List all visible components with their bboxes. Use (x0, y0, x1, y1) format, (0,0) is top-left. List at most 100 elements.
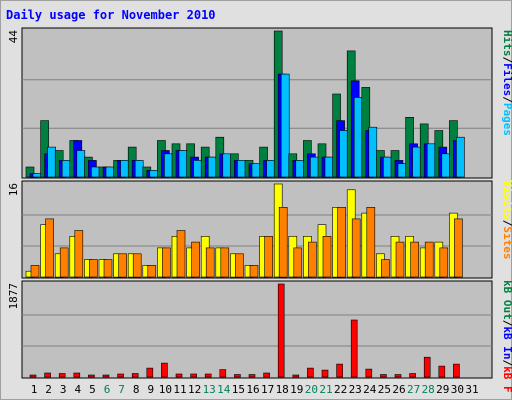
day-label-31: 31 (465, 383, 478, 396)
bar-kbf-day-11 (175, 373, 183, 378)
day-label-27: 27 (407, 383, 420, 396)
day-label-2: 2 (45, 383, 52, 396)
day-label-26: 26 (392, 383, 405, 396)
bar-sites-day-15 (235, 253, 244, 278)
bar-sites-day-7 (118, 253, 127, 278)
bar-pages-day-30 (456, 136, 465, 178)
bar-pages-day-11 (178, 150, 188, 178)
bar-kbf-day-3 (58, 373, 66, 378)
bar-kbf-day-5 (88, 374, 95, 378)
bar-pages-day-25 (383, 156, 392, 178)
bar-pages-day-9 (149, 170, 159, 178)
bar-pages-day-23 (353, 97, 363, 178)
legend-bottom-item-3: / (501, 360, 512, 367)
day-label-13: 13 (203, 383, 216, 396)
legend-top-item-2: Files (501, 63, 512, 96)
chart-title: Daily usage for November 2010 (6, 8, 216, 22)
bar-sites-day-8 (132, 253, 142, 278)
bar-pages-day-13 (207, 156, 217, 178)
day-label-21: 21 (319, 383, 332, 396)
bar-sites-day-5 (89, 259, 98, 278)
bar-pages-day-7 (120, 160, 129, 178)
bar-sites-day-29 (439, 247, 449, 278)
bar-sites-day-16 (249, 265, 259, 278)
day-label-8: 8 (133, 383, 140, 396)
bar-pages-day-22 (339, 130, 348, 178)
bar-pages-day-24 (368, 126, 378, 178)
day-label-22: 22 (334, 383, 347, 396)
bar-pages-day-8 (134, 160, 144, 178)
legend-bottom-item-1: / (501, 320, 512, 327)
bar-pages-day-16 (251, 163, 261, 178)
day-label-1: 1 (31, 383, 38, 396)
day-label-23: 23 (349, 383, 362, 396)
bar-kbf-day-7 (117, 373, 124, 378)
bar-sites-day-13 (205, 247, 215, 278)
bar-sites-day-11 (176, 230, 186, 278)
bar-sites-day-12 (191, 241, 200, 278)
bar-pages-day-19 (295, 160, 305, 178)
bar-sites-day-17 (264, 236, 273, 278)
bar-sites-day-9 (147, 265, 157, 278)
day-label-12: 12 (188, 383, 201, 396)
bar-sites-day-26 (395, 241, 405, 278)
day-label-17: 17 (261, 383, 274, 396)
legend-top-item-4: Pages (501, 103, 512, 136)
bar-kbf-day-24 (365, 368, 373, 378)
day-label-14: 14 (217, 383, 231, 396)
day-label-3: 3 (60, 383, 67, 396)
bar-kbf-day-19 (292, 374, 300, 378)
bar-kbf-day-4 (73, 372, 81, 378)
bar-kbf-day-17 (263, 372, 270, 378)
bar-kbf-day-1 (29, 374, 37, 378)
legend-middle-item-0: Visits (501, 180, 512, 220)
bar-kbf-day-26 (394, 374, 402, 378)
bar-pages-day-26 (397, 163, 407, 178)
day-label-9: 9 (147, 383, 154, 396)
bar-pages-day-14 (222, 153, 232, 178)
bar-pages-day-2 (47, 146, 56, 178)
day-label-5: 5 (89, 383, 96, 396)
bar-kbf-day-13 (204, 373, 212, 378)
plot-area-bottom (21, 280, 493, 379)
bar-kbf-day-6 (102, 374, 110, 378)
bar-kbf-day-29 (438, 365, 446, 378)
bar-kbf-day-25 (380, 374, 387, 378)
day-label-19: 19 (290, 383, 303, 396)
bar-kbf-day-23 (350, 319, 358, 378)
bar-sites-day-18 (278, 207, 288, 278)
bar-pages-day-28 (426, 143, 436, 178)
legend-top-item-1: / (501, 57, 512, 64)
day-label-10: 10 (159, 383, 172, 396)
bar-sites-day-28 (424, 241, 434, 278)
legend-top-item-3: / (501, 96, 512, 103)
legend-bottom-item-2: kB In (501, 326, 512, 359)
bar-kbf-day-27 (409, 373, 416, 378)
bar-sites-day-6 (103, 259, 113, 278)
bar-pages-day-29 (441, 153, 451, 178)
day-label-16: 16 (246, 383, 259, 396)
bar-kbf-day-28 (423, 356, 431, 378)
day-label-30: 30 (451, 383, 464, 396)
bar-sites-day-4 (74, 230, 84, 278)
bar-kbf-day-20 (307, 367, 314, 378)
bar-kbf-day-16 (248, 374, 256, 378)
day-label-18: 18 (276, 383, 289, 396)
bar-pages-day-21 (324, 156, 334, 178)
day-label-4: 4 (74, 383, 81, 396)
legend-middle-item-1: / (501, 220, 512, 227)
bar-kbf-day-14 (219, 369, 227, 378)
day-label-28: 28 (422, 383, 435, 396)
bar-pages-day-27 (412, 146, 421, 178)
bar-pages-day-18 (280, 73, 290, 178)
bar-pages-day-1 (32, 173, 42, 178)
legend-top: Hits/Files/Pages (501, 30, 512, 136)
legend-top-item-0: Hits (501, 30, 512, 57)
bars-layer (25, 30, 465, 378)
bar-pages-day-12 (193, 160, 202, 178)
day-label-15: 15 (232, 383, 245, 396)
day-label-24: 24 (363, 383, 377, 396)
bar-pages-day-17 (266, 160, 275, 178)
bar-kbf-day-15 (234, 374, 241, 378)
